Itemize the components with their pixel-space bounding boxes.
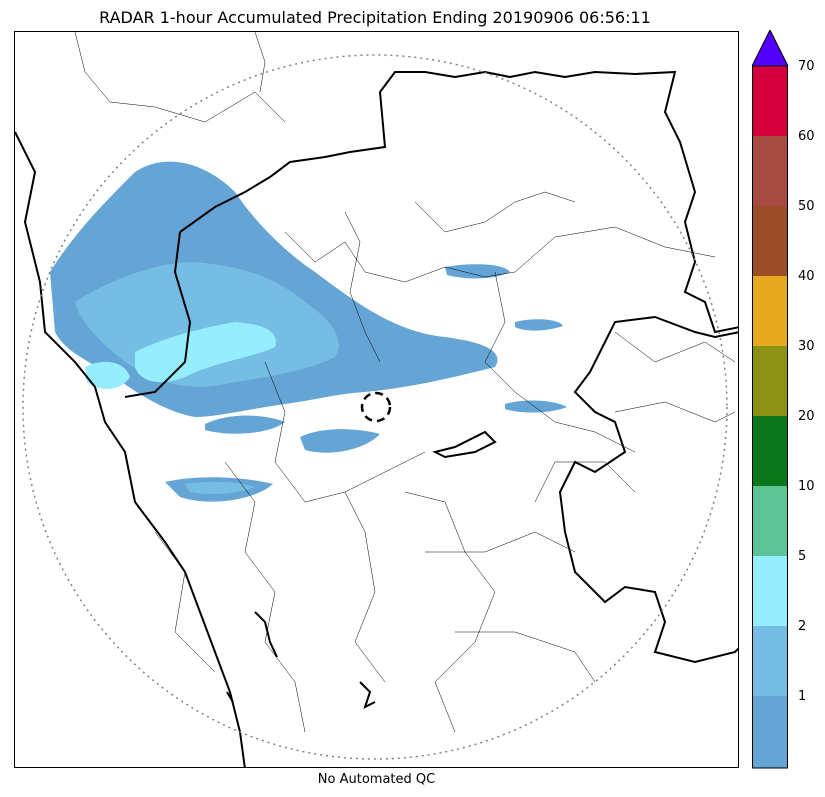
district-boundaries bbox=[74, 32, 736, 733]
island-outlines bbox=[226, 611, 376, 709]
colorbar-bin-1-2 bbox=[752, 626, 788, 696]
colorbar-tick-label: 5 bbox=[798, 549, 807, 564]
echo-cell-south-2 bbox=[300, 429, 380, 453]
colorbar-bin-below-1 bbox=[752, 696, 788, 768]
colorbar-tick-label: 40 bbox=[798, 269, 815, 284]
colorbar-bin-30-40 bbox=[752, 276, 788, 346]
radar-site-marker bbox=[360, 391, 392, 423]
map-title: RADAR 1-hour Accumulated Precipitation E… bbox=[99, 8, 651, 27]
echo-west-cell bbox=[85, 361, 130, 389]
echo-cell-south-1 bbox=[205, 415, 285, 434]
colorbar-tick-label: 30 bbox=[798, 339, 815, 354]
colorbar-bin-2-5 bbox=[752, 556, 788, 626]
colorbar-bin-10-20 bbox=[752, 416, 788, 486]
echo-cell-east-3 bbox=[505, 400, 567, 413]
qc-note: No Automated QC bbox=[317, 772, 436, 787]
precipitation-colorbar bbox=[752, 30, 788, 769]
echo-cell-east-1 bbox=[445, 264, 510, 279]
colorbar-bin-60-70 bbox=[752, 66, 788, 136]
colorbar-tick-label: 2 bbox=[798, 619, 807, 634]
radar-map[interactable] bbox=[14, 31, 739, 768]
colorbar-extend-arrow bbox=[752, 30, 788, 67]
echo-cell-east-2 bbox=[515, 319, 563, 331]
radar-range-ring bbox=[22, 54, 728, 760]
map-canvas bbox=[15, 32, 738, 767]
precipitation-echoes bbox=[50, 161, 567, 502]
colorbar-bin-40-50 bbox=[752, 206, 788, 276]
state-boundaries bbox=[15, 70, 738, 767]
echo-band-light-cyan bbox=[135, 322, 276, 383]
colorbar-bin-50-60 bbox=[752, 136, 788, 206]
colorbar-bin-5-10 bbox=[752, 486, 788, 556]
colorbar-tick-label: 20 bbox=[798, 409, 815, 424]
colorbar-tick-label: 10 bbox=[798, 479, 815, 494]
echo-cell-south-3-inner bbox=[185, 481, 255, 495]
colorbar-frame bbox=[752, 65, 788, 769]
colorbar-bin-20-30 bbox=[752, 346, 788, 416]
colorbar-tick-label: 60 bbox=[798, 129, 815, 144]
colorbar-tick-label: 50 bbox=[798, 199, 815, 214]
colorbar-tick-label: 70 bbox=[798, 59, 815, 74]
colorbar-tick-label: 1 bbox=[798, 689, 807, 704]
